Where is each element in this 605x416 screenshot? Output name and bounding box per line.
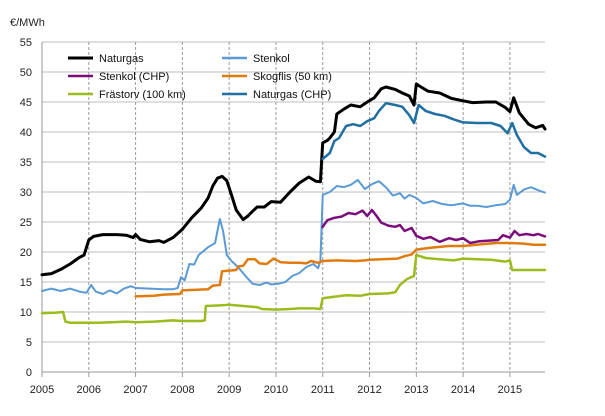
series-line-stenkol-chp	[321, 208, 547, 245]
y-tick-label: 35	[20, 157, 32, 169]
x-tick-label: 2006	[77, 384, 101, 396]
x-tick-label: 2005	[30, 384, 54, 396]
x-tick-label: 2009	[217, 384, 241, 396]
y-tick-label: 45	[20, 97, 32, 109]
legend-label-naturgas-chp: Naturgas (CHP)	[253, 89, 331, 101]
y-tick-label: 15	[20, 277, 32, 289]
x-tick-label: 2012	[357, 384, 381, 396]
legend-label-skogflis-50-km: Skogflis (50 km)	[253, 71, 332, 83]
y-tick-label: 40	[20, 127, 32, 139]
y-tick-label: 50	[20, 67, 32, 79]
legend-label-naturgas: Naturgas	[99, 53, 144, 65]
series-line-naturgas-chp	[321, 101, 547, 161]
x-tick-label: 2013	[404, 384, 428, 396]
tick-labels: 0 5 10 15 20 25 30 35 40 45 50 55 2005 2006 2007 2008 20…	[20, 37, 522, 396]
y-tick-label: 55	[20, 37, 32, 49]
x-tick-label: 2015	[498, 384, 522, 396]
series-line-stenkol	[41, 179, 546, 295]
x-tick-label: 2008	[170, 384, 194, 396]
y-tick-label: 25	[20, 217, 32, 229]
y-tick-label: 30	[20, 187, 32, 199]
grid	[42, 41, 545, 372]
legend: Naturgas Stenkol Stenkol (CHP) Skogflis (50…	[68, 53, 332, 101]
x-tick-label: 2014	[451, 384, 475, 396]
legend-label-stenkol: Stenkol	[253, 53, 290, 65]
series-line-skogflis-50-km	[134, 241, 547, 298]
y-tick-label: 5	[26, 337, 32, 349]
series-lines	[40, 82, 547, 325]
y-tick-label: 10	[20, 307, 32, 319]
x-tick-label: 2011	[311, 384, 335, 396]
y-unit-label: €/MWh	[10, 17, 45, 29]
legend-label-fr-storv-100-km: Frästorv (100 km)	[99, 89, 186, 101]
series-line-naturgas	[40, 82, 547, 277]
y-tick-label: 0	[26, 367, 32, 379]
series-line-fr-storv-100-km	[40, 253, 547, 325]
axes	[41, 42, 545, 377]
x-tick-label: 2007	[123, 384, 147, 396]
y-tick-label: 20	[20, 247, 32, 259]
legend-label-stenkol-chp: Stenkol (CHP)	[99, 71, 169, 83]
x-tick-label: 2010	[264, 384, 288, 396]
